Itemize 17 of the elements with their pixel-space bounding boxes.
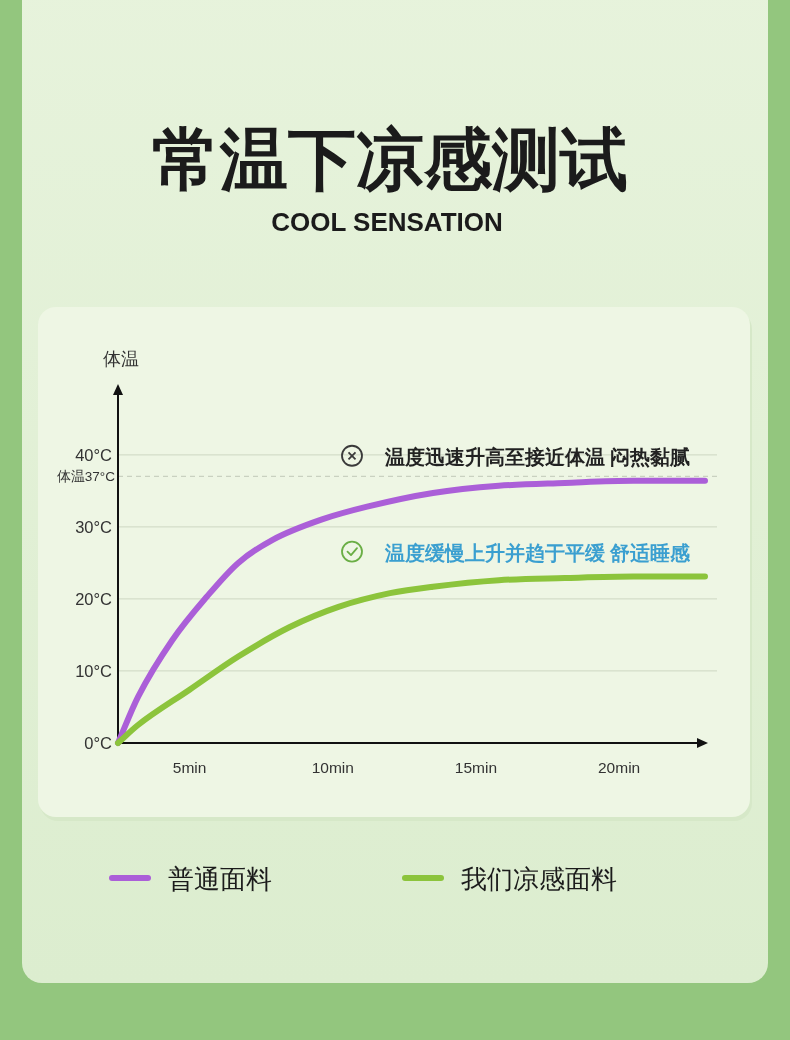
y-tick-label: 40°C [75, 445, 113, 464]
y-tick-label: 20°C [75, 589, 113, 608]
x-tick-label: 5min [172, 759, 207, 776]
y-tick-label: 0°C [84, 734, 113, 752]
y-tick-label: 10°C [75, 661, 113, 680]
y-axis-title: 体温 [103, 349, 139, 369]
x-tick-label: 15min [454, 759, 498, 776]
y-tick-label: 30°C [75, 517, 113, 536]
ref-line-label: 体温37°C [56, 469, 116, 485]
annotation: 温度迅速升高至接近体温 闷热黏腻 [384, 445, 691, 468]
legend-label: 普通面料 [168, 864, 272, 894]
annotation: 温度缓慢上升并趋于平缓 舒适睡感 [384, 541, 692, 564]
chart-subtitle: COOL SENSATION [271, 207, 503, 237]
legend-label: 我们凉感面料 [461, 864, 617, 894]
chart-title: 常温下凉感测试 [152, 121, 628, 197]
x-tick-label: 10min [311, 759, 354, 776]
x-tick-label: 20min [597, 759, 641, 776]
